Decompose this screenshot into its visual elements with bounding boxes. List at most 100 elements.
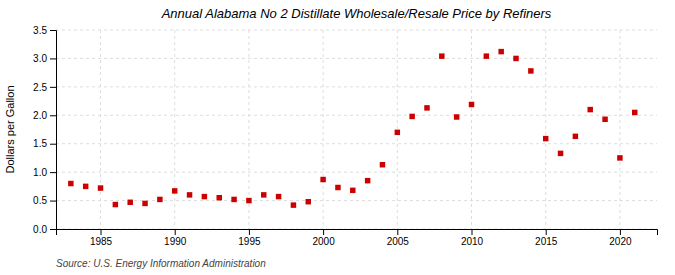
y-tick-mark	[50, 30, 56, 31]
grid-line-x	[174, 30, 175, 229]
y-tick: 0.0	[33, 224, 56, 235]
point	[365, 178, 370, 183]
y-tick-label: 0.5	[33, 195, 47, 206]
x-tick-label: 1985	[90, 236, 113, 247]
point	[202, 194, 207, 199]
x-tick-mark	[546, 229, 547, 235]
grid-line-x	[397, 30, 398, 229]
point	[291, 202, 296, 207]
y-axis-label: Dollars per Gallon	[4, 85, 16, 173]
point	[380, 162, 385, 167]
y-tick-mark	[50, 87, 56, 88]
y-tick: 3.0	[33, 53, 56, 64]
point	[469, 102, 474, 107]
point	[320, 177, 325, 182]
x-axis-line	[57, 230, 658, 236]
point	[231, 197, 236, 202]
y-tick-label: 3.0	[33, 53, 47, 64]
point	[513, 56, 518, 61]
points	[68, 49, 637, 208]
y-tick-label: 1.0	[33, 167, 47, 178]
x-tick-mark	[175, 229, 176, 235]
y-tick-label: 2.5	[33, 82, 47, 93]
x-tick-label: 2010	[461, 236, 484, 247]
point	[543, 136, 548, 141]
y-tick: 0.5	[33, 195, 56, 206]
point	[439, 53, 444, 58]
y-axis-line	[50, 31, 57, 230]
y-tick-mark	[50, 58, 56, 59]
y-tick-label: 1.5	[33, 138, 47, 149]
x-tick-mark	[472, 229, 473, 235]
grid-line-y	[56, 172, 657, 173]
point	[83, 184, 88, 189]
x-tick-label: 1990	[164, 236, 187, 247]
point	[602, 117, 607, 122]
y-tick-label: 2.0	[33, 110, 47, 121]
point	[157, 197, 162, 202]
x-tick: 2000	[312, 229, 335, 247]
point	[113, 202, 118, 207]
grid-line-x	[100, 30, 101, 229]
y-tick-mark	[50, 201, 56, 202]
x-tick: 1985	[90, 229, 113, 247]
source-note: Source: U.S. Energy Information Administ…	[56, 258, 266, 269]
point	[335, 185, 340, 190]
x-tick: 2015	[535, 229, 558, 247]
point	[632, 110, 637, 115]
point	[98, 185, 103, 190]
y-tick-mark	[50, 115, 56, 116]
x-tick: 1990	[164, 229, 187, 247]
grid-line-y	[56, 86, 657, 87]
point	[306, 199, 311, 204]
x-axis: 1985 1990 1995 2000 2005 2010 2015 2020	[57, 229, 658, 247]
point	[395, 130, 400, 135]
point	[454, 114, 459, 119]
y-tick: 3.5	[33, 25, 56, 36]
point	[424, 105, 429, 110]
title: Annual Alabama No 2 Distillate Wholesale…	[161, 6, 552, 21]
y-tick-mark	[50, 172, 56, 173]
point	[261, 192, 266, 197]
point	[276, 194, 281, 199]
y-tick: 1.0	[33, 167, 56, 178]
point	[498, 49, 503, 54]
y-tick: 2.0	[33, 110, 56, 121]
x-tick-label: 2005	[387, 236, 410, 247]
chart: 1985 1990 1995 2000 2005 2010 2015 2020 0.0 0.5 1.…	[0, 0, 675, 275]
x-tick-mark	[323, 229, 324, 235]
point	[246, 198, 251, 203]
grid-line-y	[56, 115, 657, 116]
x-tick: 1995	[238, 229, 261, 247]
x-tick-label: 1995	[238, 236, 261, 247]
x-tick: 2010	[461, 229, 484, 247]
x-tick-mark	[620, 229, 621, 235]
x-tick: 2020	[609, 229, 632, 247]
y-tick-mark	[50, 144, 56, 145]
grid-line-x	[619, 30, 620, 229]
point	[127, 200, 132, 205]
point	[484, 53, 489, 58]
y-tick: 1.5	[33, 138, 56, 149]
point	[528, 68, 533, 73]
x-tick-mark	[101, 229, 102, 235]
x-tick: 2005	[387, 229, 410, 247]
point	[409, 114, 414, 119]
point	[617, 155, 622, 160]
y-tick-label: 3.5	[33, 25, 47, 36]
grid	[56, 30, 657, 229]
point	[172, 188, 177, 193]
grid-line-y	[56, 143, 657, 144]
y-tick-mark	[50, 229, 56, 230]
point	[573, 134, 578, 139]
point	[350, 188, 355, 193]
point	[558, 151, 563, 156]
grid-line-y	[56, 58, 657, 59]
y-tick: 2.5	[33, 82, 56, 93]
grid-line-x	[545, 30, 546, 229]
grid-line-x	[323, 30, 324, 229]
x-tick-mark	[249, 229, 250, 235]
x-tick-label: 2020	[609, 236, 632, 247]
point	[216, 195, 221, 200]
point	[187, 192, 192, 197]
